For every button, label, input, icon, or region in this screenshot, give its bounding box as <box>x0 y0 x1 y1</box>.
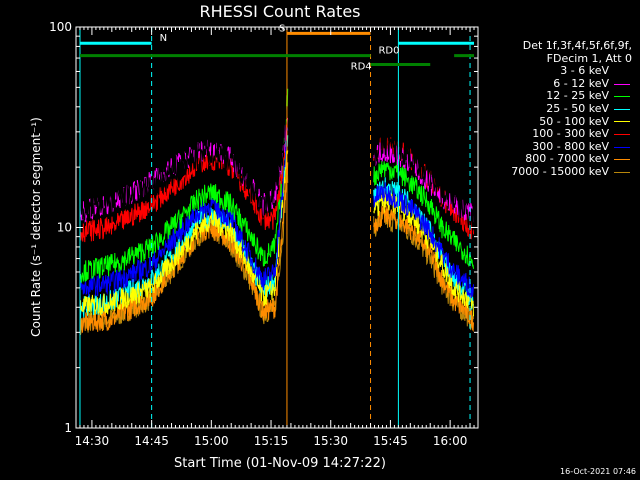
marker-layer: N S RD0 RD4 <box>79 23 475 428</box>
legend-entry: 7000 - 15000 keV <box>476 164 636 179</box>
series-line <box>79 106 474 231</box>
y-tick-label: 10 <box>57 221 72 235</box>
legend-swatch <box>614 133 630 135</box>
y-axis-label: Count Rate (s⁻¹ detector segment⁻¹) <box>29 117 43 337</box>
legend-entry: 12 - 25 keV <box>476 90 636 103</box>
timestamp: 16-Oct-2021 07:46 <box>560 467 636 476</box>
legend-swatch <box>614 83 630 85</box>
legend-label: 7000 - 15000 keV <box>511 164 609 178</box>
axis-layer: 1 10 100 14:30 14:45 15:00 15:15 15:30 15:45 16:0… <box>49 20 479 448</box>
legend-entry: 50 - 100 keV <box>476 114 636 129</box>
series-layer <box>79 88 474 336</box>
legend-swatch <box>614 96 630 98</box>
legend-entry: 3 - 6 keV <box>476 65 636 78</box>
x-tick-label: 15:15 <box>254 434 289 448</box>
legend-label: 300 - 800 keV <box>532 139 609 153</box>
chart-title: RHESSI Count Rates <box>200 2 361 21</box>
x-tick-label: 15:30 <box>313 434 348 448</box>
legend-label: 50 - 100 keV <box>539 114 609 128</box>
interval-bar-label: S <box>279 23 285 34</box>
legend-swatch <box>614 171 630 173</box>
legend-label: 25 - 50 keV <box>546 101 609 115</box>
x-tick-label: 14:45 <box>134 434 169 448</box>
legend-swatch <box>614 146 630 148</box>
legend-entry: 100 - 300 keV <box>476 128 636 141</box>
legend-entry: 300 - 800 keV <box>476 139 636 154</box>
interval-bar-label: RD0 <box>378 46 399 57</box>
legend-label: 3 - 6 keV <box>560 64 609 78</box>
x-tick-label: 15:00 <box>194 434 229 448</box>
legend-entry: 25 - 50 keV <box>476 101 636 116</box>
legend-label: 6 - 12 keV <box>553 76 609 90</box>
series-line <box>79 127 474 299</box>
legend-header-line-1: Det 1f,3f,4f,5f,6f,9f, <box>522 39 632 52</box>
legend-label: 100 - 300 keV <box>532 127 609 141</box>
legend-entry: 6 - 12 keV <box>476 76 636 91</box>
series-line <box>79 159 474 335</box>
x-axis-label: Start Time (01-Nov-09 14:27:22) <box>174 456 386 471</box>
legend-label: 800 - 7000 keV <box>525 152 609 166</box>
legend-entry: 800 - 7000 keV <box>476 153 636 166</box>
legend-swatch <box>614 70 630 72</box>
legend-swatch <box>614 159 630 161</box>
y-tick-label: 1 <box>64 421 72 435</box>
x-tick-label: 14:30 <box>75 434 110 448</box>
legend-swatch <box>614 121 630 123</box>
legend-swatch <box>614 108 630 110</box>
y-tick-label: 100 <box>49 20 72 34</box>
legend-label: 12 - 25 keV <box>546 89 609 103</box>
x-tick-label: 15:45 <box>373 434 408 448</box>
interval-bar-label: RD4 <box>351 62 372 73</box>
interval-bar-label: N <box>160 33 167 44</box>
legend-header-line-2: FDecim 1, Att 0 <box>546 51 632 65</box>
series-line <box>79 88 474 283</box>
legend: Det 1f,3f,4f,5f,6f,9f, FDecim 1, Att 0 3… <box>476 39 636 179</box>
x-tick-label: 16:00 <box>433 434 468 448</box>
